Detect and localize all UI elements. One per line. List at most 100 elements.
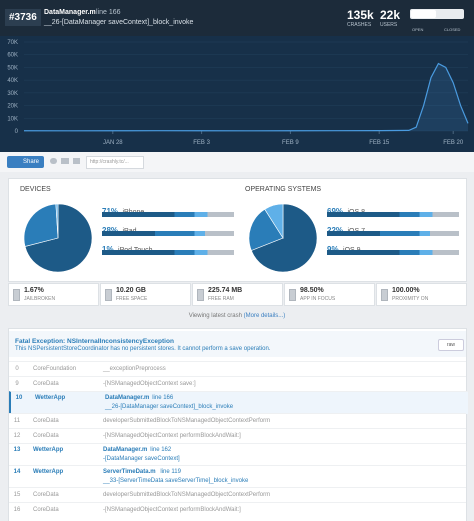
- header: #3736 DataManager.m line 166 __26-[DataM…: [0, 0, 474, 36]
- stat-value: 1.67%: [24, 287, 44, 294]
- y-tick-label: 60K: [7, 53, 18, 59]
- frame-file: DataManager.m: [105, 395, 150, 401]
- frame-library: WetterApp: [33, 447, 64, 453]
- exception-box: Fatal Exception: NSInternalInconsistency…: [9, 331, 466, 357]
- stat-card: 225.74 MB FREE RAM: [192, 283, 283, 306]
- stack-frame[interactable]: 11 CoreData developerSubmittedBlockToNSMan…: [9, 413, 466, 429]
- y-tick-label: 40K: [7, 78, 18, 84]
- frame-library: CoreData: [33, 433, 59, 439]
- frame-index: 15: [13, 492, 21, 498]
- stack-frame[interactable]: 12 CoreData -[NSManagedObjectContext perfo…: [9, 428, 466, 444]
- y-tick-label: 20K: [7, 104, 18, 110]
- stat-value: 98.50%: [300, 287, 324, 294]
- frame-library: CoreData: [33, 492, 59, 498]
- stack-frame[interactable]: 14 WetterApp ServerTimeData.m line 119 __33-…: [9, 465, 466, 488]
- frame-library: CoreData: [33, 507, 59, 513]
- stack-frame[interactable]: 15 CoreData developerSubmittedBlockToNSMan…: [9, 487, 466, 503]
- y-tick-label: 0: [15, 129, 19, 135]
- x-tick-label: FEB 9: [282, 140, 299, 146]
- pie-slice: [248, 208, 284, 251]
- frame-index: 12: [13, 433, 21, 439]
- stat-card: 100.00% PROXIMITY ON: [376, 283, 467, 306]
- stat-label: JAILBROKEN: [24, 296, 56, 302]
- y-tick-label: 70K: [7, 40, 18, 46]
- exception-title: Fatal Exception: NSInternalInconsistency…: [15, 338, 174, 345]
- stack-frame[interactable]: 13 WetterApp DataManager.m line 162 -[DataMa…: [9, 443, 466, 466]
- frame-symbol: -[NSManagedObjectContext save:]: [103, 381, 196, 387]
- frame-index: 13: [13, 447, 21, 453]
- x-tick-label: JAN 28: [103, 140, 123, 146]
- line: line 166: [96, 9, 121, 16]
- percent-label: 69%: [327, 207, 343, 216]
- viewing-text: Viewing latest crash: [188, 313, 242, 319]
- twitter-icon[interactable]: [50, 158, 57, 164]
- share-bar: Share http://crashly.tc/...: [0, 152, 474, 172]
- frame-library: WetterApp: [33, 469, 64, 475]
- os-title: OPERATING SYSTEMS: [245, 186, 322, 193]
- stack-frame[interactable]: 16 CoreData -[NSManagedObjectContext perfo…: [9, 502, 466, 518]
- status-toggle[interactable]: [410, 9, 464, 19]
- method: __26-[DataManager saveContext]_block_inv…: [44, 19, 194, 26]
- frame-symbol: __exceptionPreprocess: [103, 366, 166, 372]
- pie-slice: [250, 203, 318, 273]
- crashes: 135k: [347, 8, 374, 22]
- frame-index: 11: [13, 418, 21, 424]
- line: [23, 62, 469, 132]
- pie-slice: [264, 203, 284, 240]
- frame-library: CoreData: [33, 381, 59, 387]
- stat-card: 98.50% APP IN FOCUS: [284, 283, 375, 306]
- users: 22k: [380, 8, 401, 22]
- pie-slice: [55, 203, 59, 239]
- x-tick-label: FEB 15: [369, 140, 390, 146]
- frame-index: 9: [15, 381, 19, 387]
- percent-label: 1%: [102, 245, 114, 254]
- stat-icon: [197, 289, 204, 301]
- frame-file: DataManager.m: [103, 447, 148, 453]
- mail-icon[interactable]: [61, 158, 69, 164]
- version-bar: [327, 250, 459, 255]
- stack-trace: Fatal Exception: NSInternalInconsistency…: [8, 328, 468, 521]
- stat-label: FREE RAM: [208, 296, 234, 302]
- stack-frame[interactable]: 9 CoreData -[NSManagedObjectContext save:]: [9, 376, 466, 392]
- url-field[interactable]: http://crashly.tc/...: [86, 156, 144, 169]
- closed-label: CLOSED: [444, 27, 461, 32]
- frame-index: 10: [15, 395, 23, 401]
- version-bar: [327, 231, 459, 236]
- version-bar: [102, 212, 234, 217]
- devices-title: DEVICES: [20, 186, 51, 193]
- stat-icon: [105, 289, 112, 301]
- frame-symbol: __26-[DataManager saveContext]_block_inv…: [105, 404, 234, 410]
- raw-button[interactable]: raw: [438, 339, 464, 351]
- stat-value: 100.00%: [392, 287, 420, 294]
- frame-symbol: __33-[ServerTimeData saveServerTime]_blo…: [103, 478, 249, 484]
- exception-message: This NSPersistentStoreCoordinator has no…: [15, 346, 271, 352]
- area: [24, 63, 468, 131]
- frame-library: WetterApp: [35, 395, 66, 401]
- stack-frame[interactable]: 10 WetterApp DataManager.m line 166 __26-[Da…: [9, 391, 468, 414]
- percent-label: 71%: [102, 207, 118, 216]
- version-bar: [102, 250, 234, 255]
- stat-icon: [289, 289, 296, 301]
- pie-charts: [23, 203, 318, 273]
- frame-file: ServerTimeData.m: [103, 469, 156, 475]
- stat-label: FREE SPACE: [116, 296, 148, 302]
- stat-icon: [381, 289, 388, 301]
- frame-index: 0: [15, 366, 19, 372]
- y-tick-label: 30K: [7, 91, 18, 97]
- viewing-line: Viewing latest crash (More details...): [0, 313, 474, 319]
- percent-label: 9%: [327, 245, 339, 254]
- share-button[interactable]: Share: [7, 156, 44, 168]
- more-details-link[interactable]: (More details...): [243, 313, 286, 319]
- breakdown-panel: DEVICES OPERATING SYSTEMS 71% iPhone28% …: [8, 178, 467, 282]
- chat-icon[interactable]: [73, 158, 80, 164]
- frame-symbol: developerSubmittedBlockToNSManagedObject…: [103, 492, 271, 498]
- crashes-label: CRASHES: [347, 22, 372, 28]
- frame-symbol: -[DataManager saveContext]: [103, 456, 180, 462]
- open-label: OPEN: [412, 27, 424, 32]
- stack-frame[interactable]: 0 CoreFoundation __exceptionPreprocess: [9, 361, 466, 377]
- stat-value: 225.74 MB: [208, 287, 243, 294]
- x-tick-label: FEB 20: [443, 140, 464, 146]
- frame-line: line 162: [150, 447, 172, 453]
- issue-number: #3736: [5, 9, 41, 26]
- pie-slice: [23, 203, 59, 247]
